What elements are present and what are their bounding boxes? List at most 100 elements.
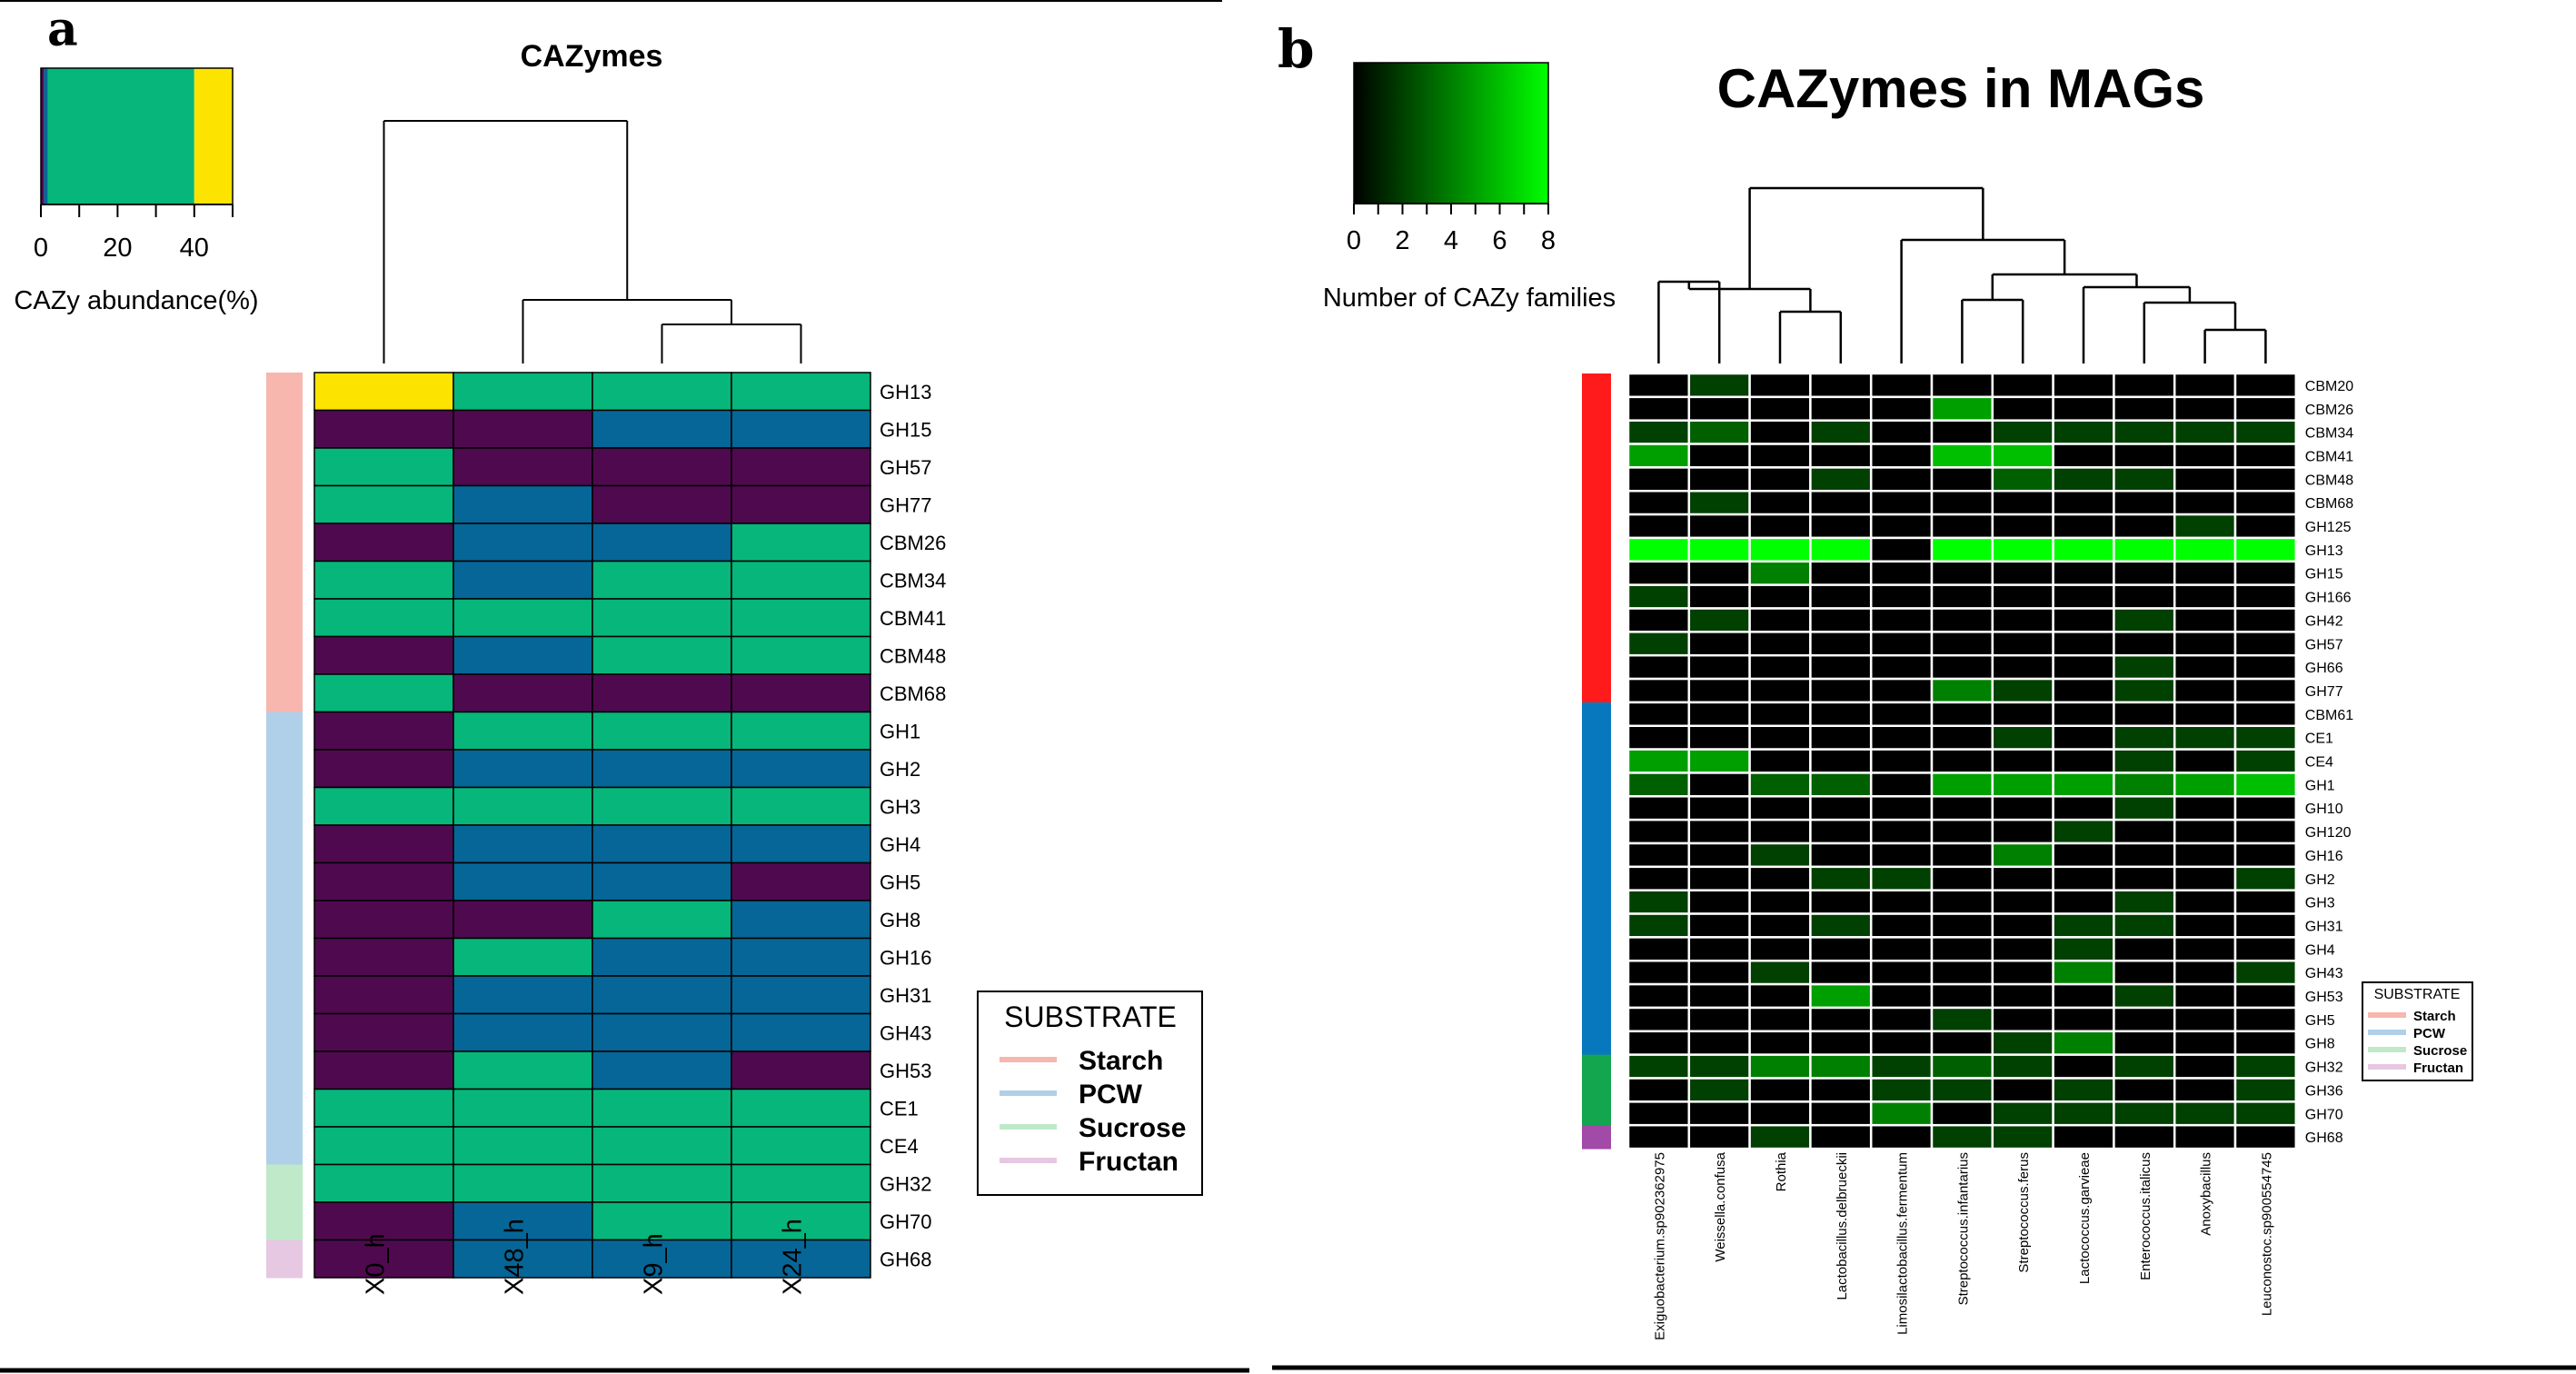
heatmap-cell-gh68-streptococcus-ferus (1991, 1123, 2054, 1150)
heatmap-cell-gh53-enterococcus-italicus (2113, 982, 2176, 1010)
heatmap-cell-gh16-rothia (1748, 841, 1812, 869)
row-label-gh31: GH31 (2305, 919, 2343, 934)
substrate-cell-gh42 (1582, 608, 1611, 632)
heatmap-cell-cbm26-limosilactobacillus-fermentum (1869, 395, 1934, 422)
column-label-rothia: Rothia (1774, 1151, 1789, 1191)
heatmap-cell-ce1-streptococcus-infantarius (1930, 724, 1994, 751)
heatmap-cell-gh4-anoxybacillus (2173, 936, 2237, 962)
heatmap-cell-cbm48-lactobacillus-delbrueckii (1809, 466, 1873, 493)
heatmap-cell-cbm61-lactobacillus-delbrueckii (1809, 701, 1873, 728)
heatmap-cell-gh2-streptococcus-infantarius (1930, 865, 1994, 891)
heatmap-cell-gh66-anoxybacillus (2173, 653, 2237, 681)
heatmap-cell-gh13-anoxybacillus (2173, 536, 2237, 563)
heatmap-cell-cbm41-lactococcus-garvieae (2052, 443, 2115, 469)
heatmap-cell-gh42-limosilactobacillus-fermentum (1869, 607, 1934, 633)
heatmap-cell-cbm68-weissella-confusa (1687, 490, 1751, 516)
heatmap-cell-gh13-enterococcus-italicus (2113, 536, 2176, 563)
heatmap-cell-gh3-x0-h (313, 786, 454, 826)
heatmap-cell-gh53-leuconostoc-sp900554745 (2233, 982, 2298, 1010)
row-label-cbm68: CBM68 (2305, 496, 2353, 512)
heatmap-cell-gh36-weissella-confusa (1687, 1077, 1751, 1103)
heatmap-cell-gh5-streptococcus-ferus (1991, 1006, 2054, 1033)
panel-b-color-key: 0 2 4 6 8 (1347, 62, 1556, 255)
heatmap-cell-gh57-x0-h (313, 447, 454, 487)
heatmap-cell-gh8-rothia (1748, 1030, 1812, 1056)
heatmap-cell-cbm26-x9-h (592, 523, 732, 563)
heatmap-cell-cbm20-lactobacillus-delbrueckii (1809, 372, 1873, 399)
heatmap-cell-gh68-rothia (1748, 1123, 1812, 1150)
heatmap-cell-gh16-limosilactobacillus-fermentum (1869, 841, 1934, 869)
heatmap-cell-gh66-rothia (1748, 653, 1812, 681)
color-key-tick-label-40: 40 (180, 234, 209, 263)
heatmap-cell-gh43-enterococcus-italicus (2113, 960, 2176, 986)
heatmap-cell-gh125-limosilactobacillus-fermentum (1869, 513, 1934, 540)
heatmap-cell-gh66-streptococcus-ferus (1991, 653, 2054, 681)
legend-label-starch: Starch (1079, 1046, 1163, 1076)
heatmap-cell-gh68-x48-h (453, 1239, 593, 1279)
column-label-x48-h: X48_h (501, 1219, 530, 1295)
substrate-cell-cbm34 (1582, 420, 1611, 445)
heatmap-cell-gh3-weissella-confusa (1687, 889, 1751, 915)
heatmap-cell-gh77-streptococcus-ferus (1991, 677, 2054, 704)
heatmap-cell-gh66-weissella-confusa (1687, 653, 1751, 681)
row-label-gh13: GH13 (880, 381, 931, 403)
substrate-cell-gh8 (1582, 1030, 1611, 1056)
heatmap-cell-gh16-x0-h (313, 937, 454, 977)
heatmap-cell-gh53-streptococcus-infantarius (1930, 982, 1994, 1010)
heatmap-cell-gh8-leuconostoc-sp900554745 (2233, 1030, 2298, 1056)
column-label-limosilactobacillus-fermentum: Limosilactobacillus.fermentum (1895, 1152, 1911, 1335)
column-label-x0-h: X0_h (362, 1233, 391, 1295)
substrate-cell-cbm26 (266, 523, 303, 562)
heatmap-cell-gh31-streptococcus-infantarius (1930, 912, 1994, 939)
heatmap-cell-cbm26-exiguobacterium-sp902362975 (1626, 395, 1691, 422)
substrate-cell-gh10 (1582, 796, 1611, 821)
heatmap-cell-gh166-anoxybacillus (2173, 583, 2237, 610)
heatmap-cell-gh53-rothia (1748, 982, 1812, 1010)
column-label-lactococcus-garvieae: Lactococcus.garvieae (2077, 1152, 2093, 1284)
panel-a-row-labels: GH13 GH15 GH57 GH77 CBM26 CBM34 CBM41 CBM48 CBM6… (880, 381, 946, 1271)
heatmap-cell-gh42-streptococcus-ferus (1991, 607, 2054, 633)
heatmap-cell-gh3-streptococcus-ferus (1991, 889, 2054, 915)
heatmap-cell-cbm20-lactococcus-garvieae (2052, 372, 2115, 399)
heatmap-cell-gh166-limosilactobacillus-fermentum (1869, 583, 1934, 610)
heatmap-cell-gh3-x48-h (453, 786, 593, 826)
heatmap-cell-gh43-x0-h (313, 1012, 454, 1052)
substrate-cell-gh31 (1582, 913, 1611, 938)
heatmap-cell-gh2-lactobacillus-delbrueckii (1809, 865, 1873, 891)
heatmap-cell-cbm48-lactococcus-garvieae (2052, 466, 2115, 493)
heatmap-cell-gh1-x24-h (731, 711, 871, 751)
heatmap-cell-gh10-weissella-confusa (1687, 795, 1751, 821)
heatmap-cell-gh3-lactococcus-garvieae (2052, 889, 2115, 915)
heatmap-cell-gh32-x0-h (313, 1163, 454, 1203)
heatmap-cell-gh166-lactobacillus-delbrueckii (1809, 583, 1873, 610)
heatmap-cell-gh70-lactobacillus-delbrueckii (1809, 1100, 1873, 1127)
heatmap-cell-gh4-streptococcus-infantarius (1930, 936, 1994, 962)
heatmap-cell-gh1-x0-h (313, 711, 454, 751)
heatmap-cell-gh57-x24-h (731, 447, 871, 487)
heatmap-cell-gh2-rothia (1748, 865, 1812, 891)
heatmap-cell-gh3-x24-h (731, 786, 871, 826)
heatmap-cell-cbm26-x24-h (731, 523, 871, 563)
heatmap-cell-gh77-x48-h (453, 484, 593, 524)
heatmap-cell-gh42-rothia (1748, 607, 1812, 633)
heatmap-cell-ce1-streptococcus-ferus (1991, 724, 2054, 751)
heatmap-cell-gh120-leuconostoc-sp900554745 (2233, 818, 2298, 845)
heatmap-cell-gh53-limosilactobacillus-fermentum (1869, 982, 1934, 1010)
row-label-gh13: GH13 (2305, 543, 2343, 559)
heatmap-cell-gh15-x9-h (592, 409, 732, 449)
heatmap-cell-gh125-rothia (1748, 513, 1812, 540)
heatmap-cell-gh13-streptococcus-infantarius (1930, 536, 1994, 563)
panel-a-column-labels: X0_h X48_h X9_h X24_h (362, 1219, 808, 1295)
heatmap-cell-gh57-leuconostoc-sp900554745 (2233, 631, 2298, 657)
heatmap-cell-cbm20-enterococcus-italicus (2113, 372, 2176, 399)
heatmap-cell-cbm41-x24-h (731, 598, 871, 638)
heatmap-cell-cbm26-enterococcus-italicus (2113, 395, 2176, 422)
heatmap-cell-gh53-x9-h (592, 1050, 732, 1090)
legend-label-pcw: PCW (2413, 1026, 2446, 1041)
substrate-cell-gh15 (1582, 561, 1611, 586)
heatmap-cell-gh8-lactobacillus-delbrueckii (1809, 1030, 1873, 1056)
substrate-cell-cbm48 (1582, 467, 1611, 492)
heatmap-cell-cbm20-leuconostoc-sp900554745 (2233, 372, 2298, 399)
color-key-tick-label-2: 2 (1395, 226, 1409, 255)
heatmap-cell-cbm61-anoxybacillus (2173, 701, 2237, 728)
